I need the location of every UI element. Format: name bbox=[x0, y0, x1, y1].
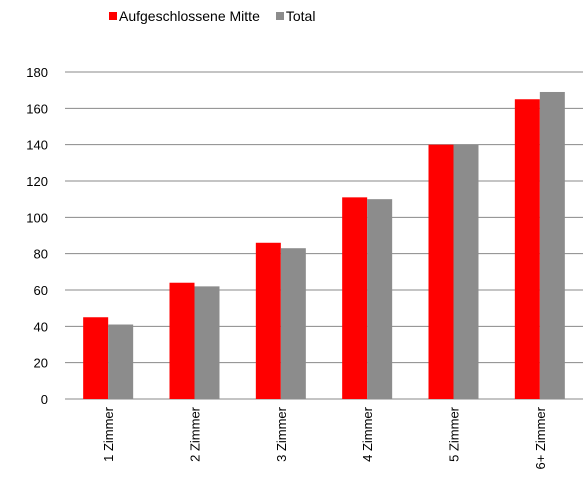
bar-series-1 bbox=[83, 317, 109, 399]
y-tick-label: 60 bbox=[34, 283, 48, 298]
y-tick-label: 80 bbox=[34, 247, 48, 262]
legend-swatch-series-2 bbox=[275, 12, 284, 20]
y-tick-label: 120 bbox=[26, 174, 48, 189]
legend-item-series-2: Total bbox=[275, 8, 316, 24]
bar-series-1 bbox=[342, 197, 368, 399]
y-tick-label: 180 bbox=[26, 65, 48, 80]
y-tick-label: 20 bbox=[34, 356, 48, 371]
y-tick-label: 140 bbox=[26, 138, 48, 153]
legend-swatch-series-1 bbox=[109, 12, 117, 20]
chart-legend: Aufgeschlossene Mitte Total bbox=[109, 8, 331, 24]
x-tick-label: 5 Zimmer bbox=[447, 406, 462, 462]
bar-series-1 bbox=[514, 99, 540, 399]
bar-series-2 bbox=[194, 286, 220, 399]
legend-label-series-1: Aufgeschlossene Mitte bbox=[119, 8, 260, 24]
x-tick-label: 2 Zimmer bbox=[188, 406, 203, 462]
x-tick-label: 3 Zimmer bbox=[274, 406, 289, 462]
legend-item-series-1: Aufgeschlossene Mitte bbox=[109, 8, 260, 24]
bar-series-2 bbox=[367, 199, 393, 399]
y-tick-label: 160 bbox=[26, 101, 48, 116]
x-tick-label: 6+ Zimmer bbox=[533, 406, 548, 469]
bar-series-1 bbox=[428, 144, 454, 399]
y-tick-label: 100 bbox=[26, 210, 48, 225]
bar-series-1 bbox=[169, 282, 195, 399]
bar-series-2 bbox=[453, 144, 479, 399]
legend-label-series-2: Total bbox=[285, 8, 316, 24]
x-tick-label: 4 Zimmer bbox=[360, 406, 375, 462]
x-tick-label: 1 Zimmer bbox=[101, 406, 116, 462]
y-tick-label: 0 bbox=[41, 392, 48, 407]
bar-series-1 bbox=[255, 242, 281, 399]
y-tick-label: 40 bbox=[34, 319, 48, 334]
bar-series-2 bbox=[539, 91, 565, 399]
bar-series-2 bbox=[280, 248, 306, 399]
bar-series-2 bbox=[108, 324, 134, 399]
